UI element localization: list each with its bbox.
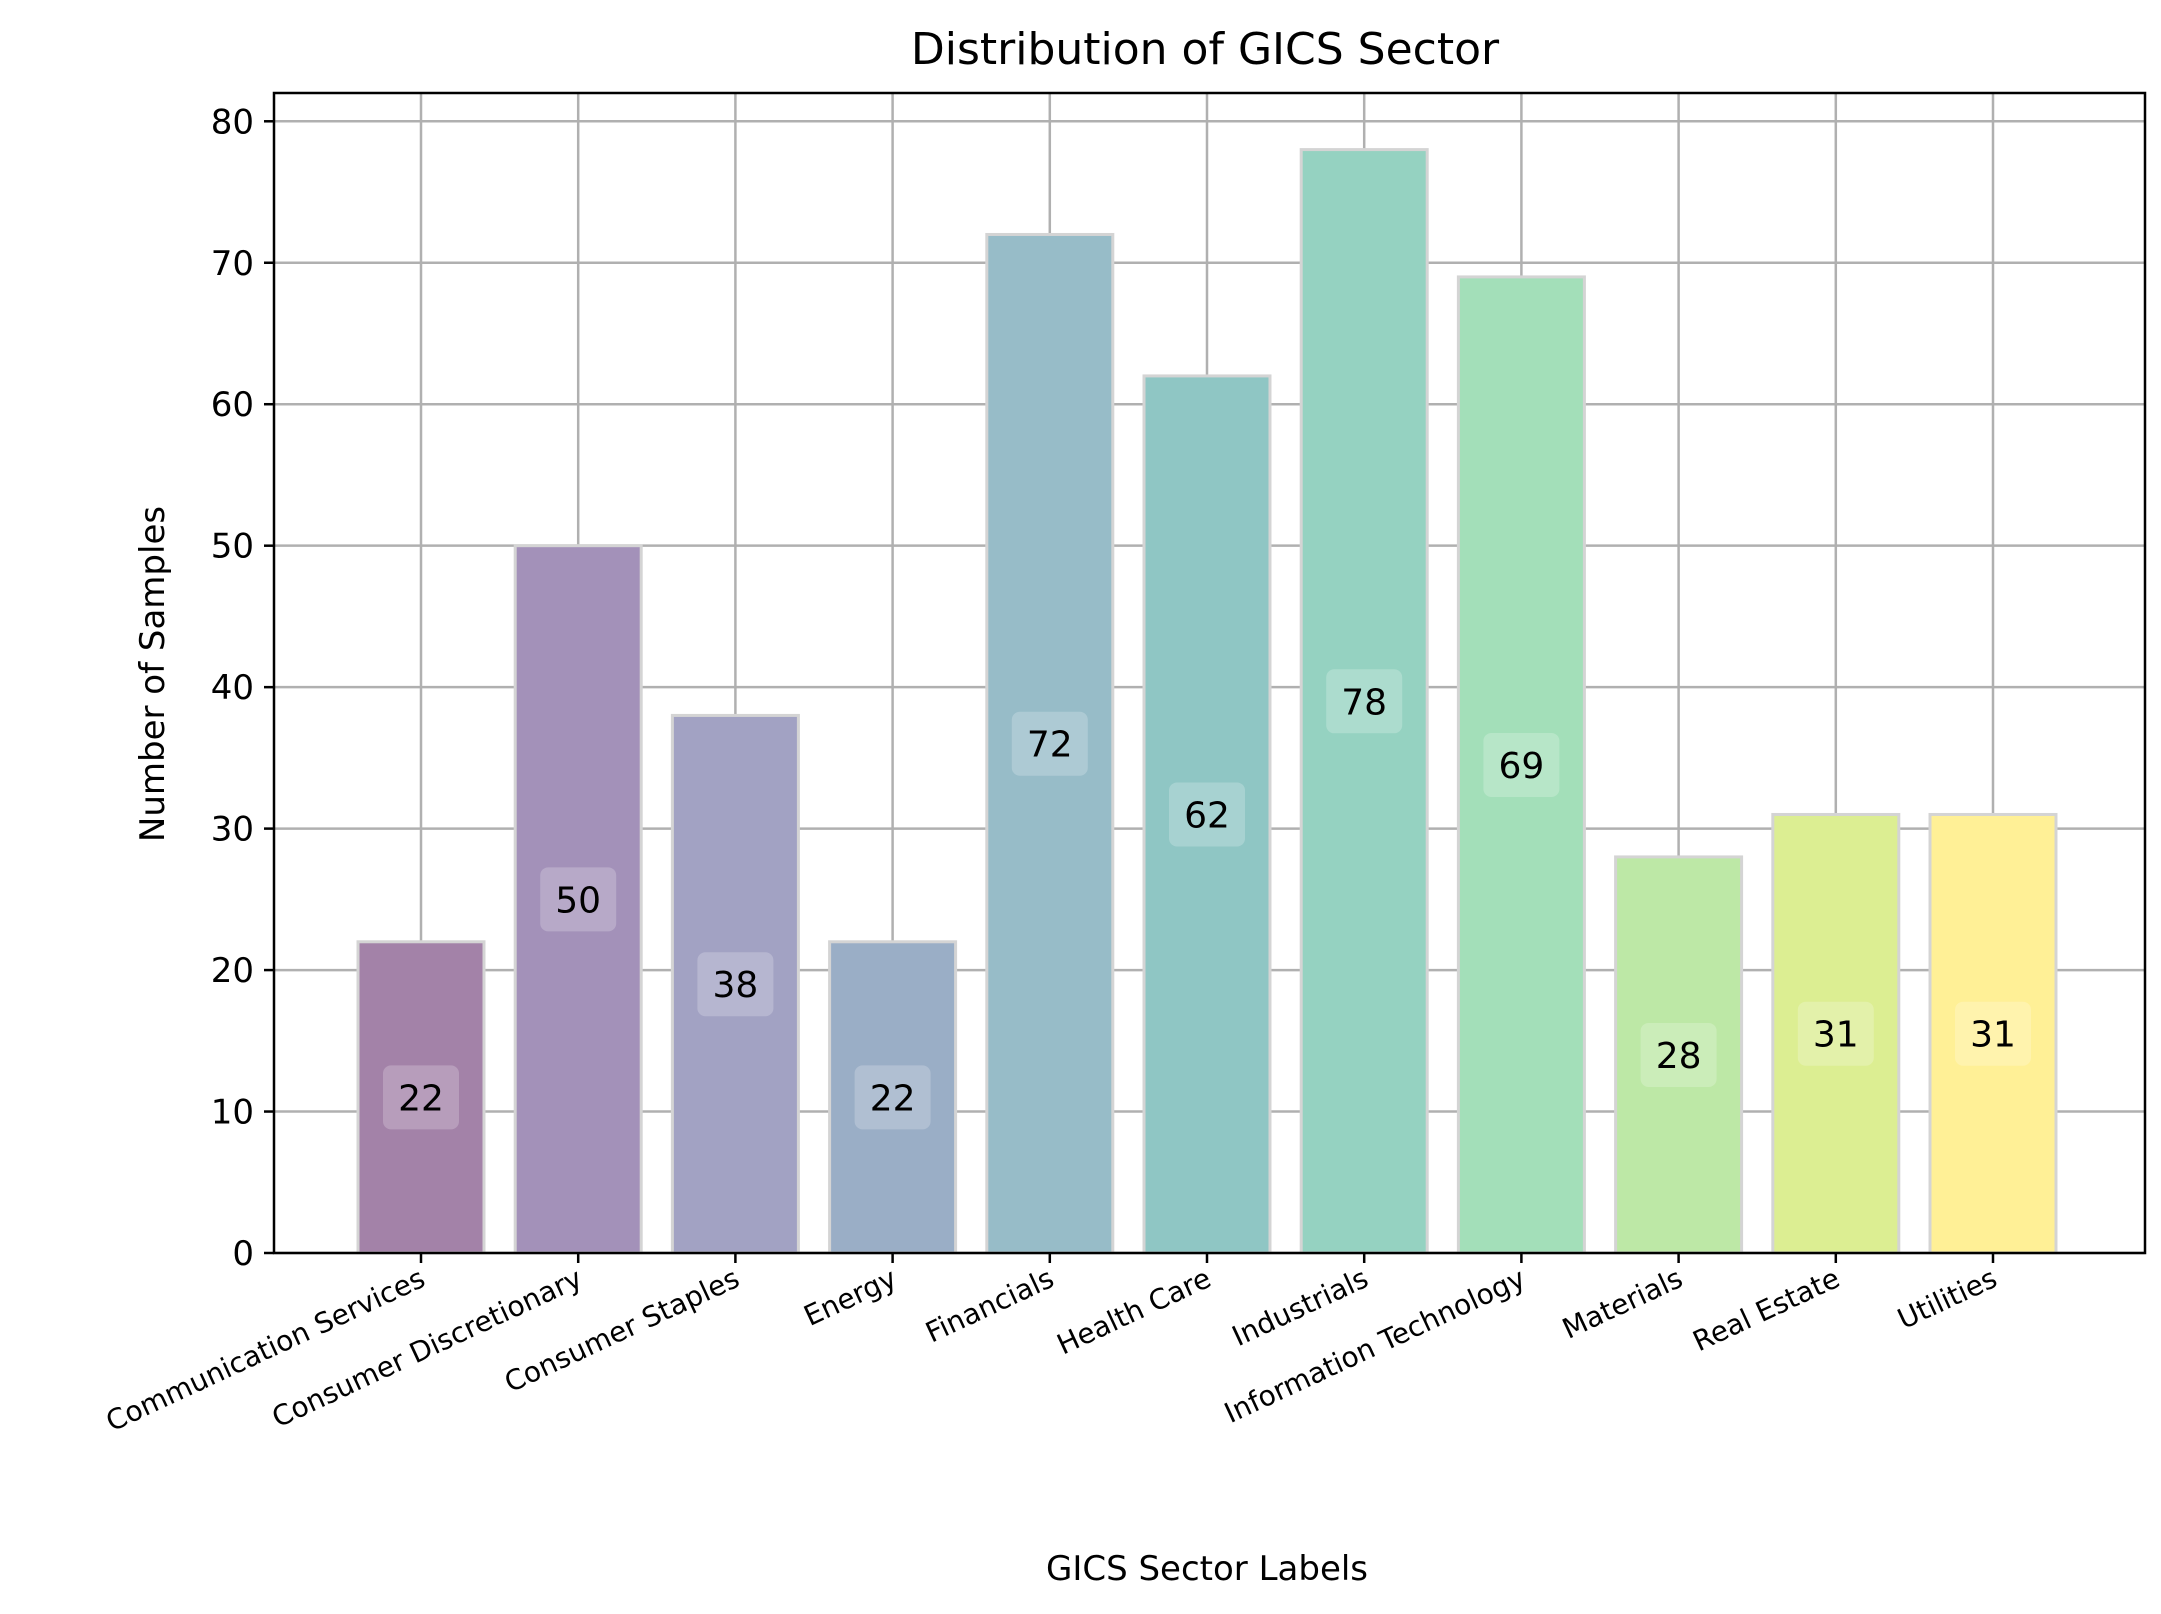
- bar: [356, 940, 486, 1255]
- y-tick-label: 20: [211, 951, 254, 991]
- bar-value-label: 31: [1970, 1015, 2016, 1056]
- value-label-box: [1326, 669, 1403, 734]
- value-label-box: [854, 1065, 931, 1130]
- value-label-box: [1483, 732, 1560, 797]
- value-label-box: [1169, 782, 1245, 847]
- y-tick-label: 30: [211, 810, 254, 850]
- x-tick-label: Utilities: [1892, 1261, 2001, 1335]
- y-tick-label: 80: [211, 102, 254, 142]
- bar-value-label: 72: [1027, 725, 1073, 766]
- value-label-box: [383, 1065, 459, 1130]
- bar-value-labels: 22 50 38 22 72 62 78 69 28 31 31: [383, 669, 2031, 1130]
- value-label-box: [540, 867, 617, 932]
- x-tick-label: Energy: [799, 1261, 902, 1332]
- bar-value-label: 50: [555, 880, 601, 921]
- value-label-box: [1640, 1022, 1717, 1087]
- axes: [272, 91, 2147, 1255]
- bar-value-label: 62: [1184, 795, 1230, 836]
- value-label-box: [1955, 1001, 2031, 1066]
- bar: [828, 940, 958, 1255]
- bar: [1771, 812, 1901, 1255]
- y-tick-label: 60: [211, 385, 254, 425]
- y-axis-label: Number of Samples: [133, 506, 173, 842]
- bar-value-label: 31: [1813, 1015, 1859, 1056]
- x-tick-label: Financials: [920, 1261, 1058, 1349]
- x-tick-label: Communication Services: [101, 1261, 430, 1438]
- bar: [670, 713, 800, 1255]
- x-axis-label: GICS Sector Labels: [1046, 1549, 1368, 1589]
- plot-frame: [272, 91, 2147, 1255]
- y-tick-label: 10: [211, 1093, 254, 1133]
- bar: [1928, 812, 2058, 1255]
- bar: [985, 232, 1115, 1255]
- y-tick-label: 70: [211, 244, 254, 284]
- bar: [1614, 855, 1744, 1255]
- x-tick-label: Real Estate: [1688, 1261, 1845, 1358]
- bars: [356, 148, 2058, 1255]
- bar: [513, 544, 643, 1255]
- bar-value-label: 38: [712, 965, 758, 1006]
- y-tick-label: 40: [211, 668, 254, 708]
- bar-value-label: 22: [870, 1078, 916, 1119]
- bar: [1456, 275, 1586, 1255]
- bar-value-label: 22: [398, 1078, 444, 1119]
- bar-value-label: 28: [1656, 1036, 1702, 1077]
- x-tick-label: Materials: [1557, 1261, 1687, 1345]
- bar: [1299, 148, 1429, 1255]
- value-label-box: [697, 952, 774, 1017]
- x-tick-label: Information Technology: [1219, 1261, 1530, 1429]
- y-tick-label: 0: [232, 1234, 254, 1274]
- x-tick-label: Health Care: [1052, 1261, 1216, 1361]
- chart-title: Distribution of GICS Sector: [911, 24, 1500, 75]
- y-axis-ticks: 0 10 20 30 40 50 60 70 80: [211, 102, 274, 1274]
- bar-value-label: 69: [1498, 746, 1544, 787]
- value-label-box: [1797, 1001, 1874, 1066]
- bar-value-label: 78: [1341, 682, 1387, 723]
- y-tick-label: 50: [211, 527, 254, 567]
- value-label-box: [1011, 711, 1088, 776]
